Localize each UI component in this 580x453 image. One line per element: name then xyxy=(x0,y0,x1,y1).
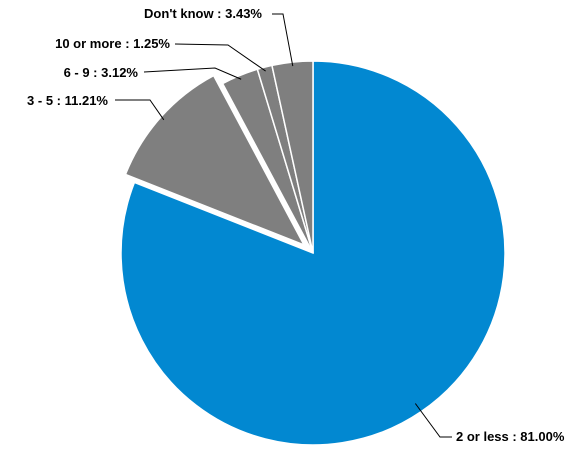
leader-line-2-or-less xyxy=(414,403,452,438)
slice-label-don-t-know: Don't know : 3.43% xyxy=(144,6,262,21)
slice-label-2-or-less: 2 or less : 81.00% xyxy=(456,429,565,444)
pie-slice-3-5 xyxy=(124,74,306,247)
leader-line-3-5 xyxy=(115,99,165,121)
pie-slices xyxy=(120,60,506,446)
leader-lines xyxy=(115,13,452,438)
slice-label-10-or-more: 10 or more : 1.25% xyxy=(55,36,170,51)
slice-label-3-5: 3 - 5 : 11.21% xyxy=(27,93,108,108)
slice-labels: 2 or less : 81.00% 3 - 5 : 11.21% 6 - 9 : … xyxy=(27,6,565,444)
leader-line-6-9 xyxy=(143,67,242,80)
slice-label-6-9: 6 - 9 : 3.12% xyxy=(64,65,139,80)
leader-line-10-or-more xyxy=(174,43,266,72)
leader-line-don-t-know xyxy=(272,13,294,67)
